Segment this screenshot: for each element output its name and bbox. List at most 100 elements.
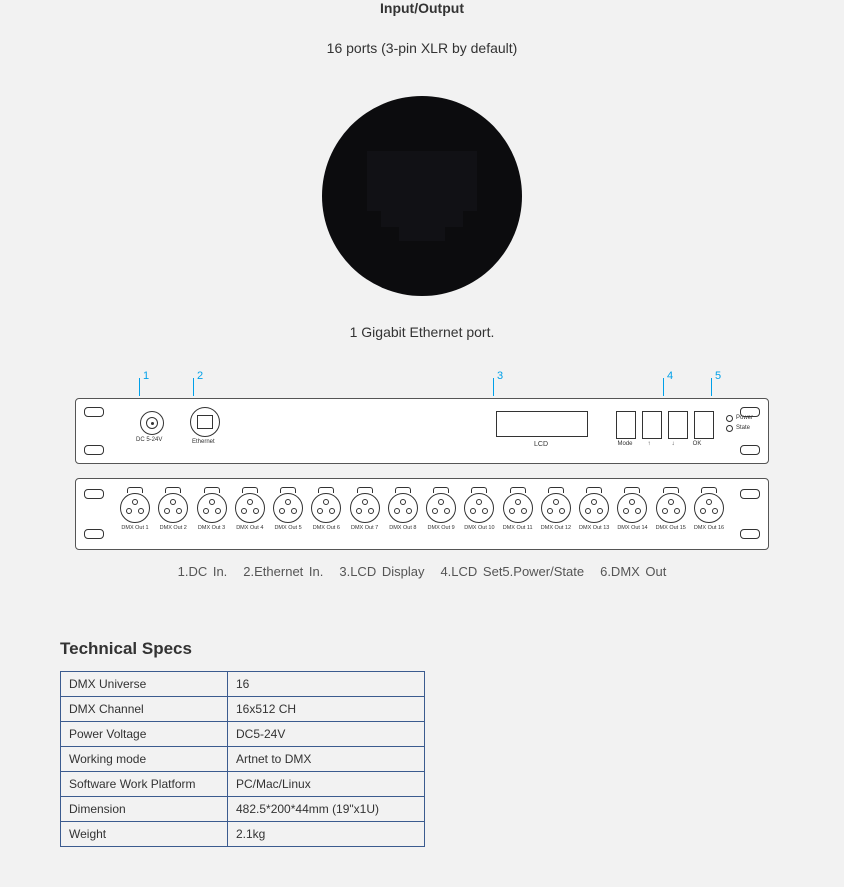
- led-row: State: [726, 423, 753, 433]
- button-labels: Mode ↑ ↓ OK: [616, 441, 706, 447]
- xlr-port: DMX Out 3: [193, 487, 231, 531]
- xlr-label: DMX Out 13: [579, 525, 609, 531]
- button-label: ↑: [640, 441, 658, 447]
- ethernet-circle: [322, 96, 522, 296]
- ethernet-jack-label: Ethernet: [192, 439, 215, 445]
- callout-4: 4: [663, 370, 673, 396]
- spec-key: Working mode: [61, 747, 228, 772]
- front-panel: DC 5-24V Ethernet LCD Mode ↑ ↓ OK PowerStat…: [75, 398, 769, 464]
- callout-2: 2: [193, 370, 203, 396]
- io-subtitle: 16 ports (3-pin XLR by default): [20, 40, 824, 56]
- table-row: Power VoltageDC5-24V: [61, 722, 425, 747]
- xlr-port: DMX Out 15: [652, 487, 690, 531]
- xlr-label: DMX Out 9: [428, 525, 455, 531]
- rack-hole: [740, 529, 760, 539]
- device-diagram: 1 2 3 4 5 DC 5-24V Ethernet LCD: [75, 370, 769, 579]
- spec-key: DMX Universe: [61, 672, 228, 697]
- io-heading: Input/Output: [20, 0, 824, 16]
- xlr-label: DMX Out 5: [274, 525, 301, 531]
- spec-key: Software Work Platform: [61, 772, 228, 797]
- xlr-label: DMX Out 2: [160, 525, 187, 531]
- spec-key: Weight: [61, 822, 228, 847]
- ethernet-port-figure: [20, 96, 824, 296]
- table-row: DMX Channel16x512 CH: [61, 697, 425, 722]
- specs-heading: Technical Specs: [60, 639, 824, 659]
- xlr-port: DMX Out 14: [613, 487, 651, 531]
- xlr-port: DMX Out 9: [422, 487, 460, 531]
- table-row: Weight2.1kg: [61, 822, 425, 847]
- table-row: Software Work PlatformPC/Mac/Linux: [61, 772, 425, 797]
- xlr-label: DMX Out 7: [351, 525, 378, 531]
- rack-hole: [84, 445, 104, 455]
- xlr-port: DMX Out 2: [154, 487, 192, 531]
- xlr-port: DMX Out 1: [116, 487, 154, 531]
- xlr-label: DMX Out 16: [694, 525, 724, 531]
- spec-value: 482.5*200*44mm (19"x1U): [228, 797, 425, 822]
- xlr-label: DMX Out 15: [656, 525, 686, 531]
- xlr-port: DMX Out 13: [575, 487, 613, 531]
- legend-item: 2.Ethernet In.: [243, 564, 323, 579]
- xlr-port: DMX Out 12: [537, 487, 575, 531]
- spec-value: 16: [228, 672, 425, 697]
- ok-button: [694, 411, 714, 439]
- diagram-legend: 1.DC In.2.Ethernet In.3.LCD Display4.LCD…: [75, 564, 769, 579]
- spec-key: DMX Channel: [61, 697, 228, 722]
- xlr-row: DMX Out 1 DMX Out 2 DMX Out 3 DMX Out 4 DMX …: [116, 487, 728, 543]
- xlr-port: DMX Out 7: [346, 487, 384, 531]
- callout-1: 1: [139, 370, 149, 396]
- button-label: OK: [688, 441, 706, 447]
- xlr-label: DMX Out 10: [464, 525, 494, 531]
- up-button: [642, 411, 662, 439]
- xlr-label: DMX Out 3: [198, 525, 225, 531]
- table-row: Dimension482.5*200*44mm (19"x1U): [61, 797, 425, 822]
- xlr-label: DMX Out 8: [389, 525, 416, 531]
- xlr-label: DMX Out 6: [313, 525, 340, 531]
- xlr-port: DMX Out 5: [269, 487, 307, 531]
- rack-hole: [740, 489, 760, 499]
- legend-item: 6.DMX Out: [600, 564, 666, 579]
- lcd-display: [496, 411, 588, 437]
- xlr-port: DMX Out 6: [307, 487, 345, 531]
- xlr-label: DMX Out 11: [503, 525, 533, 531]
- xlr-port: DMX Out 10: [460, 487, 498, 531]
- down-button: [668, 411, 688, 439]
- xlr-port: DMX Out 8: [384, 487, 422, 531]
- xlr-port: DMX Out 4: [231, 487, 269, 531]
- rj45-icon: [367, 151, 477, 241]
- specs-table: DMX Universe16DMX Channel16x512 CHPower …: [60, 671, 425, 847]
- mode-button: [616, 411, 636, 439]
- callout-5: 5: [711, 370, 721, 396]
- legend-item: 3.LCD Display: [339, 564, 424, 579]
- front-inner: DC 5-24V Ethernet LCD Mode↑↓OK PowerStat…: [116, 405, 728, 457]
- xlr-label: DMX Out 14: [617, 525, 647, 531]
- ethernet-label: 1 Gigabit Ethernet port.: [20, 324, 824, 340]
- rack-hole: [84, 407, 104, 417]
- spec-value: 2.1kg: [228, 822, 425, 847]
- callout-row: 1 2 3 4 5: [75, 370, 769, 398]
- button-group: [616, 411, 714, 439]
- rack-hole: [740, 445, 760, 455]
- table-row: Working modeArtnet to DMX: [61, 747, 425, 772]
- legend-item: 1.DC In.: [178, 564, 228, 579]
- button-label: ↓: [664, 441, 682, 447]
- dc-label: DC 5-24V: [136, 437, 162, 443]
- spec-value: Artnet to DMX: [228, 747, 425, 772]
- spec-value: PC/Mac/Linux: [228, 772, 425, 797]
- xlr-label: DMX Out 1: [121, 525, 148, 531]
- spec-value: DC5-24V: [228, 722, 425, 747]
- spec-value: 16x512 CH: [228, 697, 425, 722]
- xlr-port: DMX Out 11: [499, 487, 537, 531]
- spec-key: Dimension: [61, 797, 228, 822]
- ethernet-jack-icon: [190, 407, 220, 437]
- lcd-label: LCD: [534, 441, 548, 448]
- led-indicators: PowerState: [726, 413, 753, 433]
- page: Input/Output 16 ports (3-pin XLR by defa…: [0, 0, 844, 887]
- xlr-label: DMX Out 4: [236, 525, 263, 531]
- button-label: Mode: [616, 441, 634, 447]
- callout-3: 3: [493, 370, 503, 396]
- xlr-port: DMX Out 16: [690, 487, 728, 531]
- rear-panel: DMX Out 1 DMX Out 2 DMX Out 3 DMX Out 4 DMX …: [75, 478, 769, 550]
- led-row: Power: [726, 413, 753, 423]
- xlr-label: DMX Out 12: [541, 525, 571, 531]
- rack-hole: [84, 489, 104, 499]
